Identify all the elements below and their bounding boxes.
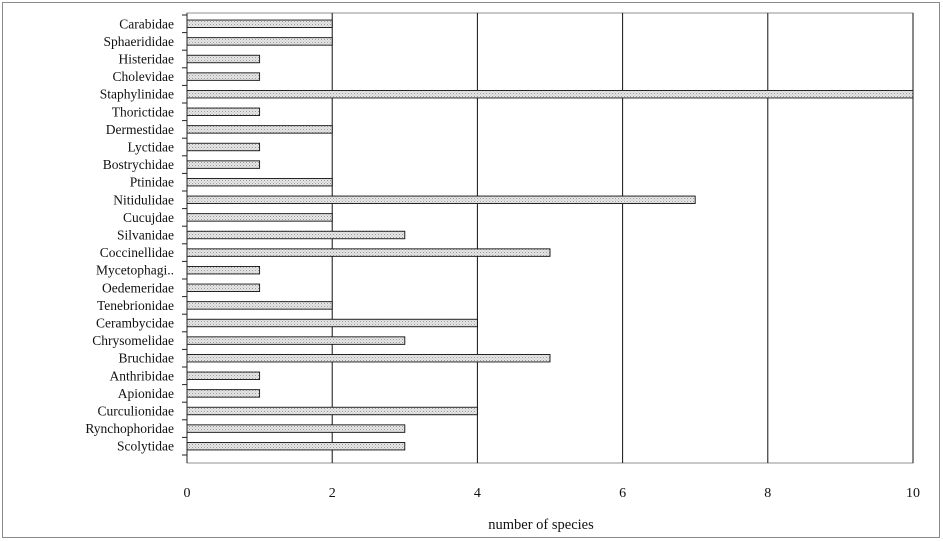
bar <box>186 89 914 99</box>
bars <box>186 19 914 451</box>
category-label: Carabidae <box>119 16 174 31</box>
bar <box>186 19 333 28</box>
bar <box>186 177 333 187</box>
category-label: Mycetophagi.. <box>96 263 174 278</box>
category-label: Bostrychidae <box>103 157 174 172</box>
category-label: Oedemeridae <box>102 280 174 295</box>
bar <box>186 107 261 117</box>
bar <box>186 389 261 398</box>
bar <box>186 442 406 451</box>
bar <box>186 424 406 433</box>
category-label: Anthribidae <box>110 368 174 383</box>
bar <box>186 72 261 81</box>
x-tick-label: 6 <box>619 486 626 501</box>
bar <box>186 301 333 310</box>
bar <box>186 283 261 292</box>
category-label: Histeridae <box>119 52 174 67</box>
bar <box>186 248 551 257</box>
x-tick-label: 0 <box>184 486 191 501</box>
category-label: Rynchophoridae <box>85 421 174 436</box>
bar <box>186 160 261 169</box>
bar <box>186 371 261 380</box>
bar <box>186 213 333 222</box>
x-tick-label: 8 <box>764 486 771 501</box>
category-label: Apionidae <box>118 386 174 401</box>
category-ticks <box>182 14 187 456</box>
category-label: Cholevidae <box>113 69 174 84</box>
x-axis-title: number of species <box>488 517 594 533</box>
gridlines <box>331 13 914 463</box>
category-label: Chrysomelidae <box>92 333 174 348</box>
category-label: Staphylinidae <box>100 87 174 102</box>
category-label: Cerambycidae <box>96 316 174 331</box>
category-label: Silvanidae <box>117 228 174 243</box>
category-label: Sphaerididae <box>104 34 174 49</box>
category-label: Coccinellidae <box>100 245 174 260</box>
category-label: Ptinidae <box>130 175 174 190</box>
category-label: Cucujdae <box>123 210 174 225</box>
bar <box>186 54 261 64</box>
x-tick-label: 2 <box>329 486 336 501</box>
category-label: Bruchidae <box>119 351 174 366</box>
bar-chart: Carabidae Sphaerididae Histeridae Cholevida… <box>85 12 921 533</box>
category-label: Lyctidae <box>128 140 174 155</box>
category-label: Curculionidae <box>98 404 174 419</box>
x-tick-label: 10 <box>906 486 920 501</box>
category-label: Dermestidae <box>106 122 174 137</box>
bar <box>186 406 478 416</box>
bar <box>186 195 696 205</box>
bar <box>186 142 261 152</box>
category-label: Scolytidae <box>117 439 174 454</box>
x-tick-label: 4 <box>474 486 481 501</box>
bar <box>186 230 406 240</box>
category-label: Tenebrionidae <box>97 298 174 313</box>
bar <box>186 354 551 363</box>
bar <box>186 125 333 134</box>
bar <box>186 266 261 275</box>
bar <box>186 336 406 345</box>
category-labels: Carabidae Sphaerididae Histeridae Cholevida… <box>85 16 174 453</box>
category-label: Thorictidae <box>112 104 174 119</box>
bar <box>186 318 478 328</box>
x-tick-labels: 0 2 4 6 8 10 <box>184 486 921 501</box>
category-label: Nitidulidae <box>113 192 174 207</box>
bar <box>186 37 333 46</box>
